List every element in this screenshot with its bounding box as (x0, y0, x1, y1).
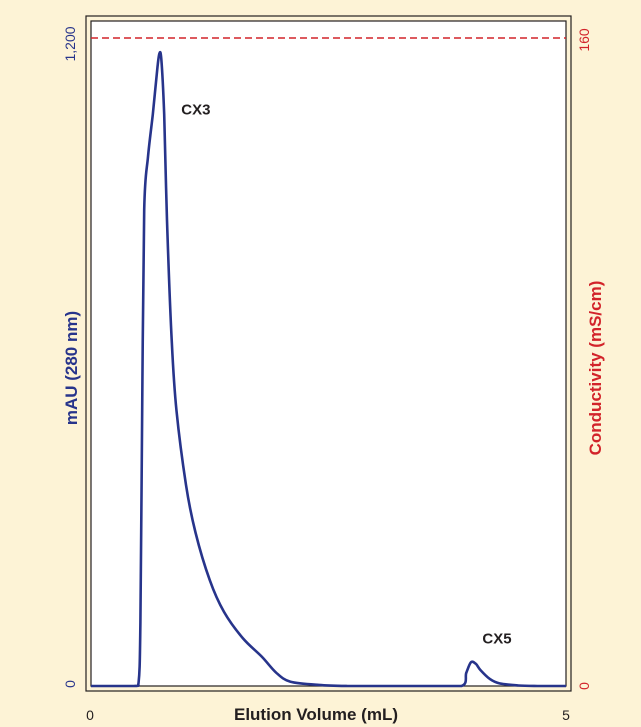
y-right-axis-title: Conductivity (mS/cm) (586, 281, 605, 456)
y-right-tick-min: 0 (576, 682, 592, 690)
annotation-cx3: CX3 (181, 102, 210, 119)
y-left-tick-max: 1,200 (62, 26, 78, 61)
y-left-axis-title: mAU (280 nm) (62, 311, 81, 425)
absorbance-line (91, 50, 566, 688)
annotation-cx5: CX5 (482, 631, 511, 648)
y-right-tick-max: 160 (576, 28, 592, 52)
x-tick-max: 5 (562, 707, 570, 723)
y-left-tick-min: 0 (62, 680, 78, 688)
absorbance-series-group (91, 50, 566, 688)
x-axis-title: Elution Volume (mL) (234, 705, 398, 724)
plot-frame-outer (85, 15, 572, 692)
x-tick-min: 0 (86, 707, 94, 723)
plot-frame-inner (90, 20, 567, 687)
